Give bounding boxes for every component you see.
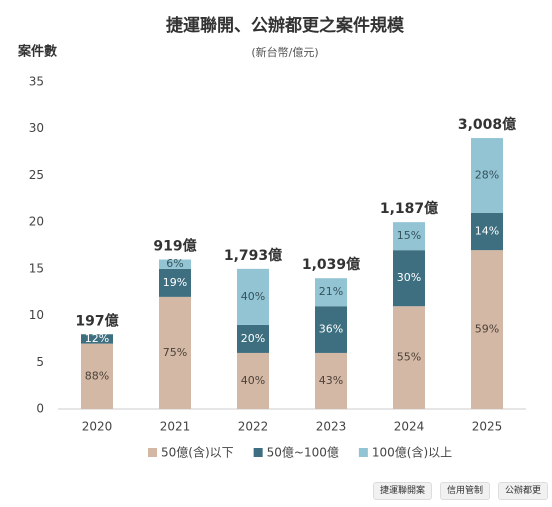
data-label: 40% [241,290,265,303]
legend-label: 50億~100億 [267,446,339,460]
y-tick-label: 15 [29,261,44,275]
y-tick-label: 5 [36,355,44,369]
data-label: 19% [163,276,187,289]
total-label: 919億 [153,238,196,255]
x-tick-label: 2022 [238,420,269,434]
data-label: 14% [475,224,499,237]
x-tick-label: 2025 [472,420,503,434]
bar-segment [471,212,503,251]
total-label: 1,039億 [302,256,360,273]
legend-label: 100億(含)以上 [372,445,452,460]
data-label: 40% [241,374,265,387]
data-label: 21% [319,285,343,298]
x-tick-label: 2021 [160,420,191,434]
y-tick-label: 0 [36,402,44,416]
bar-segment [471,138,503,213]
chart-title: 捷運聯開、公辦都更之案件規模 [166,15,405,36]
bar-segment [237,324,269,353]
data-label: 20% [241,332,265,345]
data-label: 12% [85,332,109,345]
legend-swatch [148,448,157,457]
total-label: 197億 [75,312,118,329]
bar-segment [471,250,503,409]
bar-segment [159,259,191,269]
filter-button[interactable]: 捷運聯開案 [373,482,433,500]
bar-segment [159,268,191,297]
legend-label: 50億(含)以下 [161,445,234,460]
y-tick-label: 30 [29,121,44,135]
data-label: 36% [319,323,343,336]
filter-button[interactable]: 公辦都更 [498,482,549,500]
legend-swatch [253,448,263,457]
legend-swatch [358,448,368,457]
data-label: 15% [397,229,421,242]
total-label: 1,793億 [224,247,282,264]
y-tick-label: 10 [29,308,44,322]
x-tick-label: 2023 [316,420,347,434]
data-label: 30% [397,271,421,284]
bar-segment [393,222,425,251]
x-tick-label: 2020 [82,420,113,434]
y-tick-label: 35 [29,75,44,89]
data-label: 59% [475,323,499,336]
total-label: 3,008億 [458,116,516,133]
bar-segment [81,334,113,344]
y-axis-label: 案件數 [17,44,57,60]
bar-segment [81,343,113,409]
data-label: 43% [319,374,343,387]
bar-segment [393,250,425,307]
data-label: 88% [85,369,109,382]
bar-segment [393,306,425,409]
bar-segment [315,278,347,307]
bar-segment [315,306,347,353]
data-label: 75% [163,346,187,359]
data-label: 55% [397,351,421,364]
data-label: 6% [166,257,183,270]
x-tick-label: 2024 [394,420,425,434]
bar-segment [315,352,347,409]
total-label: 1,187億 [380,200,438,217]
bar-segment [159,296,191,409]
bar-segment [237,352,269,409]
bar-segment [237,268,269,325]
y-tick-label: 20 [29,215,44,229]
data-label: 28% [475,168,499,181]
chart-subtitle: (新台幣/億元) [251,45,318,59]
y-tick-label: 25 [29,168,44,182]
filter-button[interactable]: 信用管制 [440,482,491,500]
